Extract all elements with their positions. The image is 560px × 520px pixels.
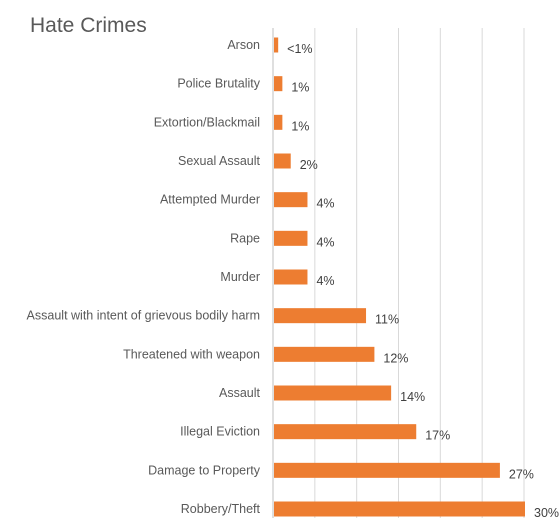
value-label: 30% [534, 506, 559, 520]
bar [274, 424, 417, 440]
chart-title: Hate Crimes [30, 14, 147, 37]
category-label: Rape [230, 231, 260, 245]
value-label: 11% [375, 313, 399, 327]
bar [274, 37, 279, 53]
value-label: 4% [316, 274, 334, 288]
category-label: Damage to Property [148, 463, 261, 477]
value-label: 2% [300, 158, 318, 172]
value-labels: <1% 1% 1% 2% 4% 4% 4% 11% 12% 14% 17% 27% 30% [287, 42, 559, 520]
value-label: <1% [287, 42, 312, 56]
value-label: 1% [291, 119, 309, 133]
category-label: Arson [227, 38, 260, 52]
value-label: 12% [383, 351, 408, 365]
bar [274, 308, 367, 324]
value-label: 4% [316, 235, 334, 249]
value-label: 4% [316, 197, 334, 211]
value-label: 27% [509, 467, 534, 481]
bar [274, 462, 500, 478]
category-labels: Arson Police Brutality Extortion/Blackmail… [27, 38, 261, 516]
value-label: 1% [291, 81, 309, 95]
category-label: Illegal Eviction [180, 425, 260, 439]
value-label: 17% [425, 429, 450, 443]
bar [274, 346, 375, 362]
bar [274, 153, 291, 169]
category-label: Robbery/Theft [181, 502, 261, 516]
category-label: Sexual Assault [178, 154, 261, 168]
bar [274, 501, 525, 517]
category-label: Threatened with weapon [123, 347, 260, 361]
bar [274, 76, 283, 92]
bar [274, 230, 308, 246]
category-label: Extortion/Blackmail [154, 115, 260, 129]
bar [274, 269, 308, 285]
bar [274, 192, 308, 208]
bar [274, 114, 283, 130]
value-label: 14% [400, 390, 425, 404]
category-label: Police Brutality [177, 77, 260, 91]
category-label: Assault with intent of grievous bodily h… [27, 309, 260, 323]
category-label: Murder [220, 270, 260, 284]
category-label: Attempted Murder [160, 193, 260, 207]
bars [274, 37, 525, 517]
bar [274, 385, 392, 401]
gridlines [272, 28, 525, 518]
category-label: Assault [219, 386, 261, 400]
